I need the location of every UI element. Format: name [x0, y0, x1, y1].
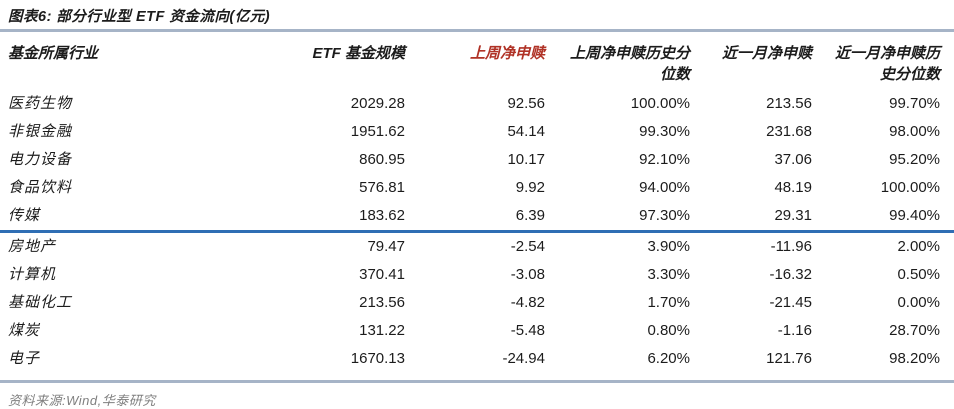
month_pct-cell: 100.00% — [880, 179, 940, 196]
month_net-cell: -1.16 — [777, 322, 812, 339]
industry-cell: 电子 — [8, 350, 41, 367]
industry-cell: 计算机 — [8, 266, 57, 283]
week_net-cell: 54.14 — [507, 123, 545, 140]
week_net-cell: -2.54 — [510, 238, 545, 255]
month_net-cell: 231.68 — [766, 123, 812, 140]
week_net-cell: -5.48 — [510, 322, 545, 339]
month_pct-cell: 2.00% — [897, 238, 940, 255]
week_net-cell: 92.56 — [507, 95, 545, 112]
week_net-cell: 9.92 — [515, 179, 545, 196]
column-header-week_net: 上周净申赎 — [469, 45, 545, 62]
week_pct-cell: 0.80% — [647, 322, 690, 339]
industry-cell: 医药生物 — [8, 95, 73, 112]
month_pct-cell: 99.70% — [889, 95, 940, 112]
month_net-cell: 37.06 — [774, 151, 812, 168]
table-row-inflow-1: 非银金融 1951.62 54.14 99.30% 231.68 98.00% — [0, 118, 954, 146]
month_net-cell: -16.32 — [769, 266, 812, 283]
table-row-outflow-3: 煤炭 131.22 -5.48 0.80% -1.16 28.70% — [0, 317, 954, 345]
month_pct-cell: 0.00% — [897, 294, 940, 311]
title-divider — [0, 29, 954, 32]
industry-cell: 基础化工 — [8, 294, 73, 311]
table-row-inflow-3: 食品饮料 576.81 9.92 94.00% 48.19 100.00% — [0, 174, 954, 202]
scale-cell: 576.81 — [359, 179, 405, 196]
month_pct-cell: 28.70% — [889, 322, 940, 339]
industry-cell: 食品饮料 — [8, 179, 73, 196]
table-header-row: 基金所属行业 ETF 基金规模 上周净申赎 上周净申赎历史分 位数 近一月净申赎 近一月净申… — [0, 32, 954, 90]
scale-cell: 213.56 — [359, 294, 405, 311]
figure-title: 图表6: 部分行业型 ETF 资金流向(亿元) — [8, 9, 271, 25]
source-note: 资料来源:Wind,华泰研究 — [8, 392, 156, 408]
scale-cell: 370.41 — [359, 266, 405, 283]
scale-cell: 860.95 — [359, 151, 405, 168]
month_net-cell: -21.45 — [769, 294, 812, 311]
month_net-cell: -11.96 — [770, 238, 812, 255]
week_pct-cell: 92.10% — [639, 151, 690, 168]
scale-cell: 1670.13 — [350, 350, 405, 367]
month_net-cell: 48.19 — [774, 179, 812, 196]
week_pct-cell: 100.00% — [630, 95, 690, 112]
etf-flow-table: 基金所属行业 ETF 基金规模 上周净申赎 上周净申赎历史分 位数 近一月净申赎 近一月净申… — [0, 32, 954, 373]
table-row-inflow-4: 传媒 183.62 6.39 97.30% 29.31 99.40% — [0, 202, 954, 232]
industry-cell: 电力设备 — [8, 151, 73, 168]
column-header-scale: ETF 基金规模 — [312, 45, 406, 62]
table-row-inflow-2: 电力设备 860.95 10.17 92.10% 37.06 95.20% — [0, 146, 954, 174]
month_net-cell: 213.56 — [766, 95, 812, 112]
industry-cell: 房地产 — [8, 238, 57, 255]
week_net-cell: -24.94 — [502, 350, 545, 367]
industry-cell: 传媒 — [8, 207, 41, 224]
table-row-outflow-1: 计算机 370.41 -3.08 3.30% -16.32 0.50% — [0, 261, 954, 289]
week_net-cell: 10.17 — [507, 151, 545, 168]
week_pct-cell: 97.30% — [639, 207, 690, 224]
table-row-outflow-2: 基础化工 213.56 -4.82 1.70% -21.45 0.00% — [0, 289, 954, 317]
table-row-outflow-0: 房地产 79.47 -2.54 3.90% -11.96 2.00% — [0, 232, 954, 262]
column-header-industry: 基金所属行业 — [8, 45, 99, 62]
scale-cell: 2029.28 — [350, 95, 405, 112]
week_net-cell: -3.08 — [510, 266, 545, 283]
week_net-cell: 6.39 — [515, 207, 545, 224]
week_pct-cell: 3.90% — [647, 238, 690, 255]
scale-cell: 183.62 — [359, 207, 405, 224]
column-header-month_pct: 近一月净申赎历 史分位数 — [834, 45, 940, 83]
month_pct-cell: 95.20% — [889, 151, 940, 168]
month_pct-cell: 98.20% — [889, 350, 940, 367]
table-row-outflow-4: 电子 1670.13 -24.94 6.20% 121.76 98.20% — [0, 345, 954, 373]
industry-cell: 煤炭 — [8, 322, 41, 339]
table-bottom-divider — [0, 380, 954, 383]
month_net-cell: 121.76 — [766, 350, 812, 367]
month_pct-cell: 98.00% — [889, 123, 940, 140]
industry-cell: 非银金融 — [8, 123, 73, 140]
table-header: 基金所属行业 ETF 基金规模 上周净申赎 上周净申赎历史分 位数 近一月净申赎 近一月净申… — [0, 32, 954, 90]
scale-cell: 79.47 — [367, 238, 405, 255]
week_pct-cell: 94.00% — [639, 179, 690, 196]
column-header-month_net: 近一月净申赎 — [721, 45, 812, 62]
week_net-cell: -4.82 — [510, 294, 545, 311]
week_pct-cell: 3.30% — [647, 266, 690, 283]
week_pct-cell: 6.20% — [647, 350, 690, 367]
month_pct-cell: 0.50% — [897, 266, 940, 283]
week_pct-cell: 1.70% — [647, 294, 690, 311]
column-header-week_pct: 上周净申赎历史分 位数 — [569, 45, 690, 83]
table-body-inflows: 医药生物 2029.28 92.56 100.00% 213.56 99.70% 非银金融 1… — [0, 90, 954, 232]
table-body-outflows: 房地产 79.47 -2.54 3.90% -11.96 2.00% 计算机 370.41 -3… — [0, 232, 954, 374]
month_net-cell: 29.31 — [774, 207, 812, 224]
week_pct-cell: 99.30% — [639, 123, 690, 140]
month_pct-cell: 99.40% — [889, 207, 940, 224]
scale-cell: 1951.62 — [350, 123, 405, 140]
scale-cell: 131.22 — [359, 322, 405, 339]
table-row-inflow-0: 医药生物 2029.28 92.56 100.00% 213.56 99.70% — [0, 90, 954, 118]
